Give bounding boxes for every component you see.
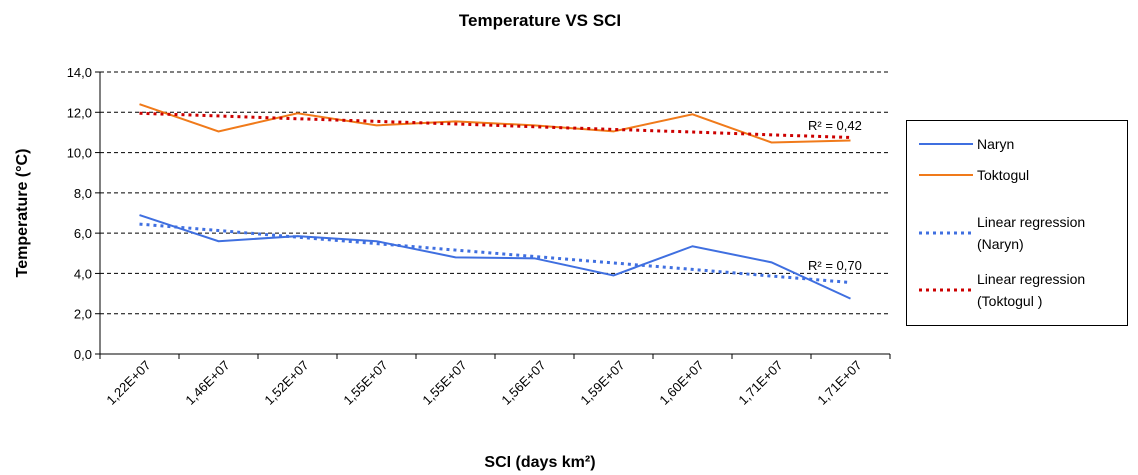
y-tick-label: 8,0 bbox=[74, 186, 92, 201]
legend: Naryn Toktogul Linear regression (Naryn) Li… bbox=[906, 120, 1128, 326]
legend-swatch bbox=[919, 143, 973, 145]
x-tick-label: 1,59E+07 bbox=[577, 358, 627, 408]
legend-swatch bbox=[919, 231, 973, 235]
legend-label: Toktogul bbox=[977, 167, 1030, 183]
legend-item: Naryn bbox=[915, 133, 1097, 155]
y-tick-label: 12,0 bbox=[67, 105, 92, 120]
annotation: R² = 0,42 bbox=[808, 118, 862, 133]
y-tick-label: 0,0 bbox=[74, 347, 92, 362]
legend-item: Linear regression (Naryn) bbox=[915, 211, 1097, 255]
x-tick-label: 1,52E+07 bbox=[261, 358, 311, 408]
x-tick-label: 1,22E+07 bbox=[103, 358, 153, 408]
y-tick-label: 4,0 bbox=[74, 266, 92, 281]
legend-label: Linear regression (Toktogul ) bbox=[977, 271, 1086, 309]
x-tick-label: 1,71E+07 bbox=[735, 358, 785, 408]
x-tick-label: 1,55E+07 bbox=[419, 358, 469, 408]
y-tick-label: 14,0 bbox=[67, 65, 92, 80]
legend-swatch bbox=[919, 288, 973, 292]
legend-label: Linear regression (Naryn) bbox=[977, 214, 1086, 252]
annotation: R² = 0,70 bbox=[808, 258, 862, 273]
x-tick-label: 1,46E+07 bbox=[182, 358, 232, 408]
y-tick-label: 2,0 bbox=[74, 307, 92, 322]
y-axis-title: Temperature (°C) bbox=[14, 149, 31, 278]
x-tick-label: 1,60E+07 bbox=[656, 358, 706, 408]
y-tick-label: 10,0 bbox=[67, 146, 92, 161]
legend-label: Naryn bbox=[977, 136, 1015, 152]
series-line bbox=[139, 103, 851, 144]
x-tick-label: 1,71E+07 bbox=[814, 358, 864, 408]
legend-item: Linear regression (Toktogul ) bbox=[915, 268, 1097, 312]
chart-title: Temperature VS SCI bbox=[459, 11, 621, 30]
x-tick-label: 1,55E+07 bbox=[340, 358, 390, 408]
y-tick-label: 6,0 bbox=[74, 226, 92, 241]
series-line bbox=[139, 214, 851, 300]
x-axis-title: SCI (days km²) bbox=[484, 454, 595, 471]
legend-item: Toktogul bbox=[915, 164, 1097, 186]
x-tick-label: 1,56E+07 bbox=[498, 358, 548, 408]
legend-swatch bbox=[919, 174, 973, 176]
